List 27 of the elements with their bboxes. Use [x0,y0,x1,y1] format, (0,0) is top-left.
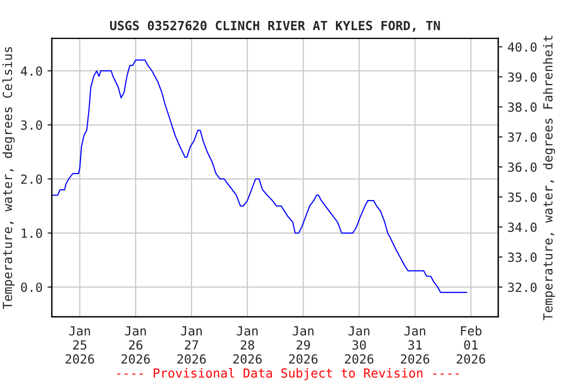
line-series [52,59,468,294]
y-tick-label: 1.0 [22,228,42,238]
y-tick-label: 2.0 [21,174,42,184]
x-tick-label: Jan 30 2026 [345,326,374,364]
y-tick-label: 3.0 [21,120,42,130]
y2-tick-label: 32.0 [508,282,537,292]
y2-tick-label: 33.0 [508,252,537,262]
x-tick-label: Jan 28 2026 [233,326,262,364]
x-tick-label: Jan 31 2026 [400,326,430,364]
y-axis-title: Temperature, water, degrees Celsius [2,47,15,310]
x-tick-label: Jan 26 2026 [122,326,150,364]
y2-tick-label: 37.0 [508,132,537,142]
x-tick-label: Feb 01 2026 [456,326,486,364]
y2-tick-label: 39.0 [508,72,537,82]
x-tick-label: Jan 27 2026 [177,326,206,364]
y2-tick-label: 36.0 [508,162,537,172]
text: ---- Provisional Data Subject to Revision ---- [117,368,459,380]
y2-tick-label: 38.0 [508,102,537,112]
y2-axis-title: Temperature, water, degrees Fahrenheit [542,36,556,320]
x-tick-label: Jan 25 2026 [66,326,94,364]
y2-tick-label: 40.0 [508,42,537,52]
y2-tick-label: 34.0 [508,222,537,232]
y2-tick-label: 35.0 [508,192,537,202]
y-tick-label: 0.0 [21,282,42,292]
x-tick-label: Jan 29 2026 [289,326,318,364]
chart-title: USGS 03527620 CLINCH RIVER AT KYLES FORD, TN [110,20,440,32]
y-tick-label: 4.0 [20,66,42,76]
